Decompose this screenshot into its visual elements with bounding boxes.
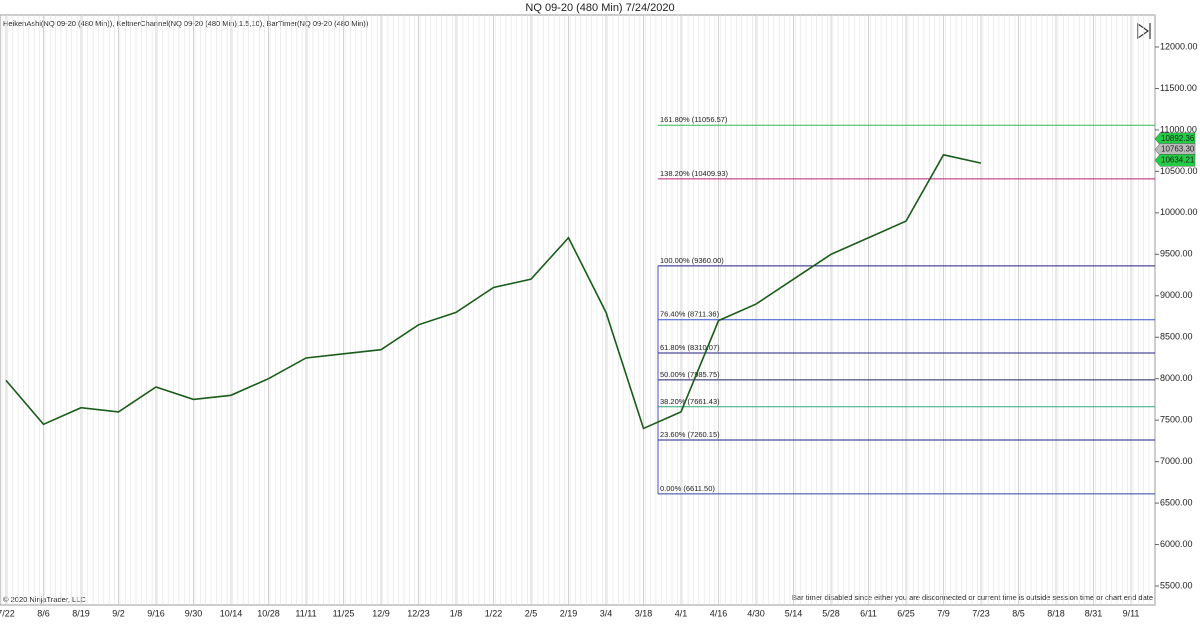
x-tick-label: 9/30 [185,608,203,618]
x-tick-label: 8/6 [37,608,50,618]
x-tick-label: 1/8 [450,608,463,618]
x-tick-label: 4/30 [747,608,765,618]
x-tick-label: 10/28 [257,608,280,618]
x-tick-label: 11/11 [295,608,316,618]
x-tick-label: 3/4 [600,608,613,618]
price-marker [1154,143,1196,156]
x-tick-label: 4/1 [675,608,688,618]
x-tick-label: 11/25 [333,608,355,618]
y-tick-label: 7500.00 [1160,415,1193,425]
x-tick-label: 2/19 [560,608,578,618]
indicator-list: HeikenAshi(NQ 09-20 (480 Min)), KeltnerC… [3,19,369,28]
y-tick-label: 10500.00 [1160,166,1198,176]
price-marker-label: 10763.30 [1161,145,1195,154]
x-tick-label: 9/11 [1123,608,1140,618]
y-tick-label: 10000.00 [1160,207,1198,217]
scroll-icon[interactable] [1137,22,1151,40]
fib-label: 50.00% (7985.75) [660,370,720,379]
x-tick-label: 9/2 [112,608,125,618]
x-tick-label: 9/16 [147,608,165,618]
price-marker [1154,132,1196,146]
x-tick-label: 1/22 [485,608,503,618]
y-tick-label: 12000.00 [1160,41,1198,51]
x-tick-label: 7/23 [972,608,990,618]
y-tick-label: 6000.00 [1160,539,1193,549]
fib-label: 100.00% (9360.00) [660,256,724,265]
chart-title: NQ 09-20 (480 Min) 7/24/2020 [525,2,674,14]
y-tick-label: 5500.00 [1160,580,1193,590]
x-tick-label: 10/14 [220,608,243,618]
price-line [5,153,982,430]
y-tick-label: 11000.00 [1160,124,1197,134]
x-tick-label: 12/23 [407,608,430,618]
fib-label: 0.00% (6611.50) [660,484,715,493]
price-marker [1154,154,1196,167]
price-marker-label: 10892.36 [1161,134,1195,143]
price-marker-label: 10634.21 [1161,155,1195,164]
x-tick-label: 8/18 [1047,608,1065,618]
fib-label: 76.40% (8711.36) [660,310,720,319]
fib-label: 161.80% (11056.57) [660,115,728,124]
x-tick-label: 8/19 [72,608,90,618]
y-tick-label: 9500.00 [1160,249,1193,259]
x-tick-label: 8/5 [1012,608,1025,618]
x-tick-label: 2/5 [525,608,538,618]
fib-label: 61.80% (8310.07) [660,343,720,352]
y-tick-label: 8500.00 [1160,332,1193,342]
y-tick-label: 8000.00 [1160,373,1193,383]
notice: Bar timer disabled since either you are … [792,593,1153,602]
y-tick-label: 11500.00 [1160,83,1197,93]
fib-label: 23.60% (7260.15) [660,430,720,439]
x-tick-label: 5/28 [822,608,840,618]
y-tick-label: 9000.00 [1160,290,1193,300]
y-tick-label: 7000.00 [1160,456,1193,466]
fib-label: 38.20% (7661.43) [660,397,720,406]
x-tick-label: 3/18 [635,608,653,618]
fib-label: 138.20% (10409.93) [660,169,728,178]
x-tick-label: 6/11 [860,608,877,618]
x-tick-label: 7/9 [937,608,950,618]
x-tick-label: 7/22 [0,608,15,618]
plot-frame [0,14,1156,606]
x-tick-label: 8/31 [1085,608,1103,618]
x-tick-label: 12/9 [372,608,390,618]
y-tick-label: 6500.00 [1160,497,1193,507]
x-tick-label: 6/25 [897,608,915,618]
x-tick-label: 4/16 [710,608,728,618]
x-tick-label: 5/14 [785,608,803,618]
